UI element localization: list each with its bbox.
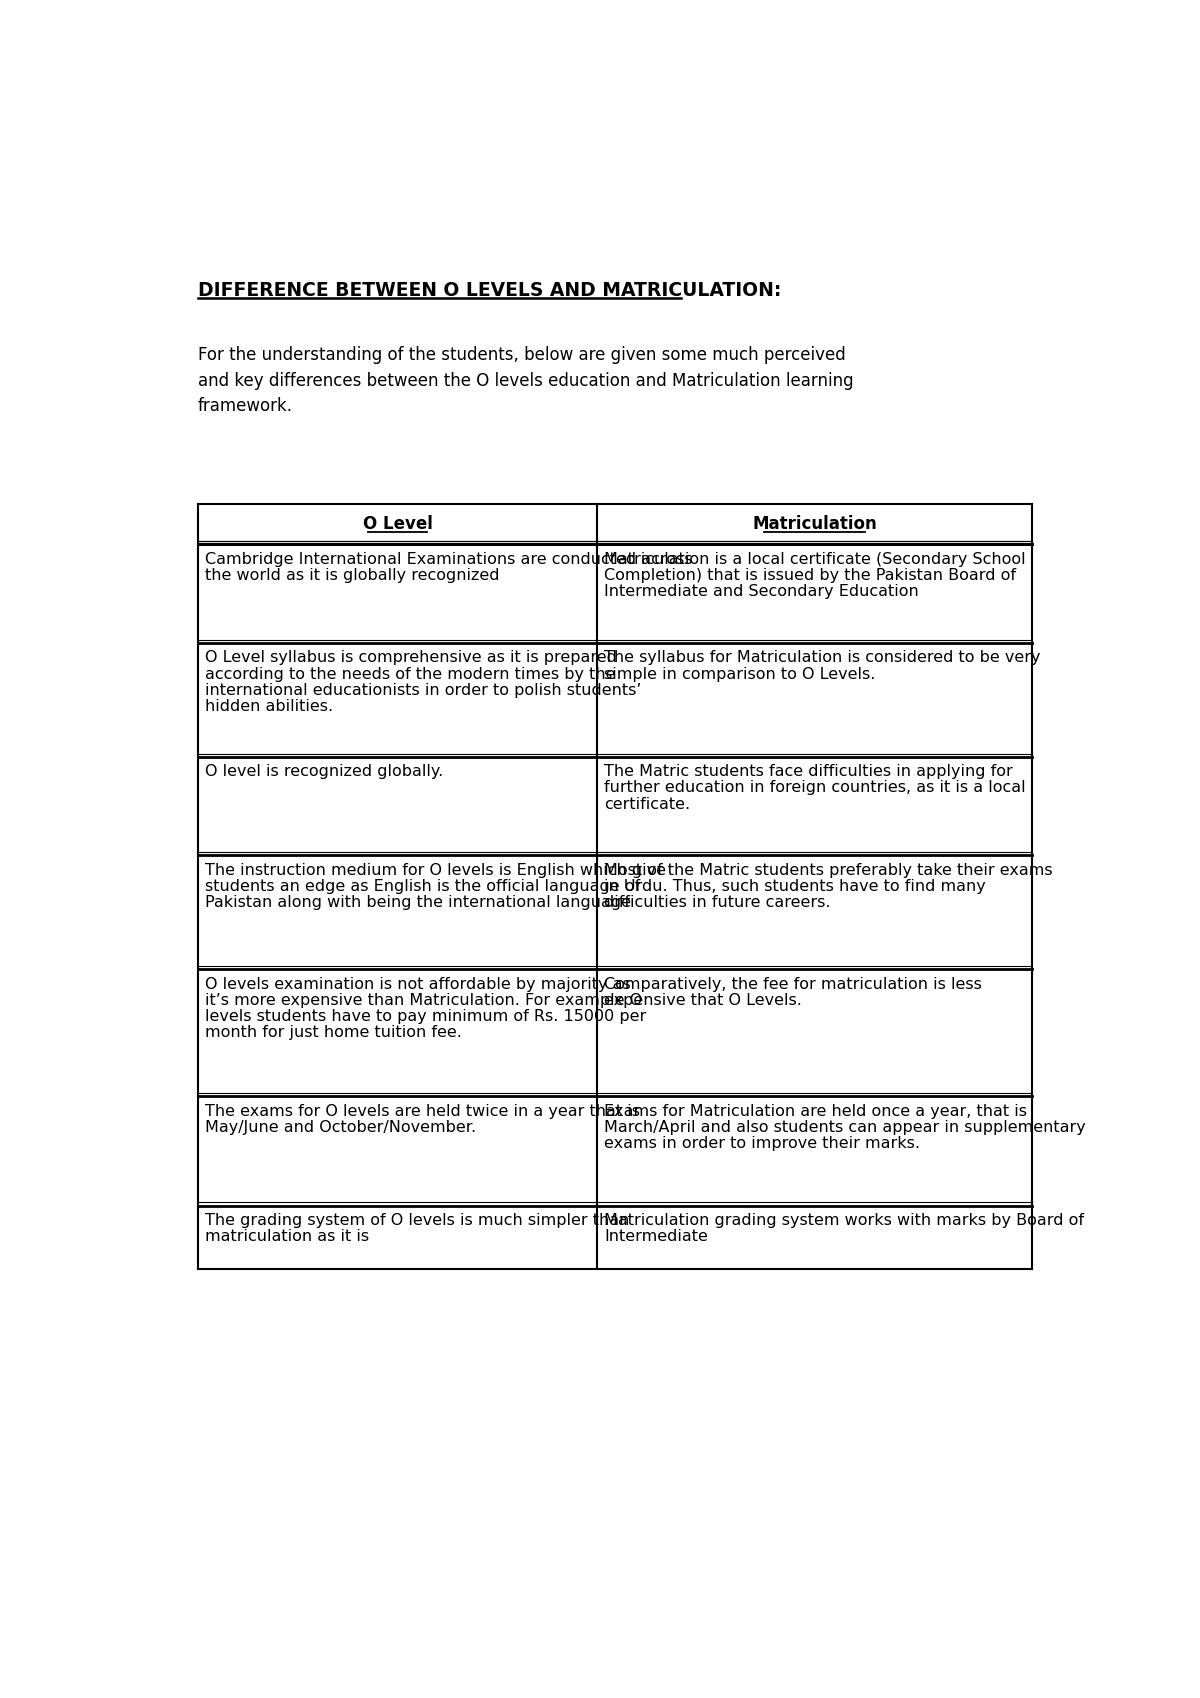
Text: O Level: O Level [362, 514, 432, 533]
Text: it’s more expensive than Matriculation. For example O: it’s more expensive than Matriculation. … [205, 993, 642, 1009]
Text: and key differences between the O levels education and Matriculation learning: and key differences between the O levels… [198, 372, 853, 389]
Text: Intermediate and Secondary Education: Intermediate and Secondary Education [604, 584, 919, 599]
Text: Cambridge International Examinations are conducted across: Cambridge International Examinations are… [205, 552, 692, 567]
Text: The instruction medium for O levels is English which give: The instruction medium for O levels is E… [205, 863, 666, 878]
Text: The grading system of O levels is much simpler than: The grading system of O levels is much s… [205, 1214, 629, 1228]
Text: The syllabus for Matriculation is considered to be very: The syllabus for Matriculation is consid… [604, 650, 1040, 666]
Text: Completion) that is issued by the Pakistan Board of: Completion) that is issued by the Pakist… [604, 567, 1016, 582]
Text: O level is recognized globally.: O level is recognized globally. [205, 764, 443, 779]
Text: O levels examination is not affordable by majority as: O levels examination is not affordable b… [205, 976, 631, 992]
Text: Intermediate: Intermediate [604, 1229, 708, 1245]
Text: certificate.: certificate. [604, 796, 690, 812]
Text: Matriculation: Matriculation [752, 514, 877, 533]
Text: expensive that O Levels.: expensive that O Levels. [604, 993, 802, 1009]
Text: levels students have to pay minimum of Rs. 15000 per: levels students have to pay minimum of R… [205, 1009, 647, 1024]
Text: For the understanding of the students, below are given some much perceived: For the understanding of the students, b… [198, 346, 846, 363]
Text: Matriculation grading system works with marks by Board of: Matriculation grading system works with … [604, 1214, 1084, 1228]
Text: Comparatively, the fee for matriculation is less: Comparatively, the fee for matriculation… [604, 976, 982, 992]
Text: international educationists in order to polish students’: international educationists in order to … [205, 683, 641, 698]
Text: Exams for Matriculation are held once a year, that is: Exams for Matriculation are held once a … [604, 1104, 1027, 1119]
Text: simple in comparison to O Levels.: simple in comparison to O Levels. [604, 667, 876, 681]
Text: matriculation as it is: matriculation as it is [205, 1229, 370, 1245]
Text: The exams for O levels are held twice in a year that is: The exams for O levels are held twice in… [205, 1104, 640, 1119]
Text: The Matric students face difficulties in applying for: The Matric students face difficulties in… [604, 764, 1013, 779]
Text: the world as it is globally recognized: the world as it is globally recognized [205, 567, 499, 582]
Text: framework.: framework. [198, 397, 293, 414]
Text: according to the needs of the modern times by the: according to the needs of the modern tim… [205, 667, 616, 681]
Text: Matriculation is a local certificate (Secondary School: Matriculation is a local certificate (Se… [604, 552, 1026, 567]
Text: DIFFERENCE BETWEEN O LEVELS AND MATRICULATION:: DIFFERENCE BETWEEN O LEVELS AND MATRICUL… [198, 280, 781, 301]
Text: month for just home tuition fee.: month for just home tuition fee. [205, 1026, 462, 1041]
Text: further education in foreign countries, as it is a local: further education in foreign countries, … [604, 781, 1026, 795]
Text: exams in order to improve their marks.: exams in order to improve their marks. [604, 1136, 920, 1151]
Text: students an edge as English is the official language of: students an edge as English is the offic… [205, 880, 640, 895]
Text: O Level syllabus is comprehensive as it is prepared: O Level syllabus is comprehensive as it … [205, 650, 617, 666]
Text: May/June and October/November.: May/June and October/November. [205, 1121, 476, 1134]
Text: difficulties in future careers.: difficulties in future careers. [604, 895, 830, 910]
Text: March/April and also students can appear in supplementary: March/April and also students can appear… [604, 1121, 1086, 1134]
Text: in Urdu. Thus, such students have to find many: in Urdu. Thus, such students have to fin… [604, 880, 986, 895]
Text: hidden abilities.: hidden abilities. [205, 700, 334, 713]
Text: Pakistan along with being the international language: Pakistan along with being the internatio… [205, 895, 631, 910]
Text: Most of the Matric students preferably take their exams: Most of the Matric students preferably t… [604, 863, 1052, 878]
